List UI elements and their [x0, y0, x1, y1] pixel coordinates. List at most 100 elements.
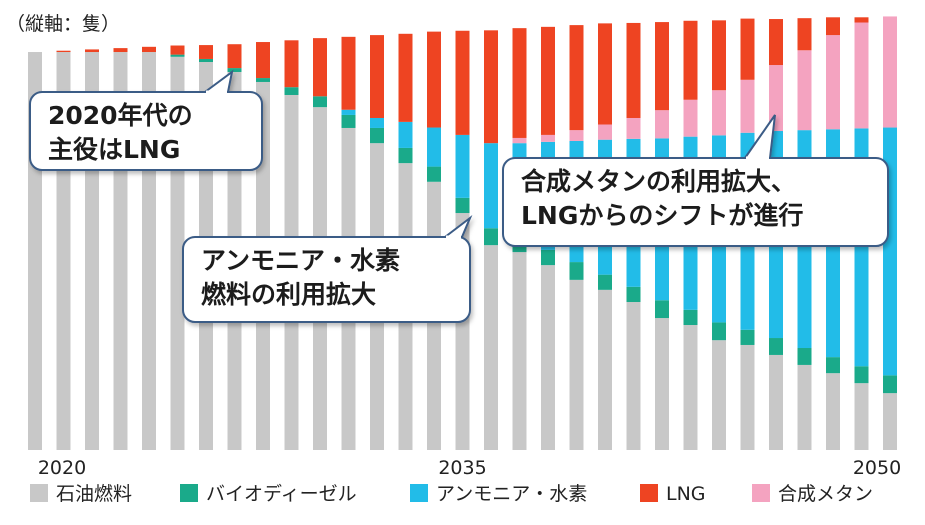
bar-segment: [541, 26, 555, 135]
bar-segment: [826, 35, 840, 130]
bar-segment: [569, 262, 584, 280]
bar-segment: [683, 20, 698, 100]
bar-segment: [398, 147, 413, 164]
bar-segment: [655, 22, 669, 111]
bar-segment: [626, 117, 641, 139]
bar-segment: [512, 252, 527, 450]
bar-segment: [683, 309, 698, 326]
bar-segment: [712, 90, 726, 136]
callout-box: [502, 157, 889, 247]
bar-segment: [569, 130, 584, 141]
bar-segment: [227, 68, 242, 72]
bar-segment: [56, 50, 71, 53]
bar-segment: [170, 45, 185, 55]
bar-segment: [769, 19, 783, 66]
callout-text: 燃料の利用拡大: [201, 280, 376, 309]
bar-segment: [598, 23, 612, 125]
bar-segment: [142, 46, 156, 53]
bar-segment: [256, 42, 270, 79]
callout-text: アンモニア・水素: [201, 246, 400, 275]
bar-segment: [512, 28, 527, 138]
bar-segment: [512, 137, 527, 144]
callout-box: [29, 91, 263, 171]
bar-segment: [170, 54, 185, 57]
bar-segment: [284, 40, 299, 88]
bar-segment: [569, 279, 584, 450]
bar-segment: [797, 364, 812, 450]
x-tick-label: 2035: [438, 457, 486, 479]
legend-swatch: [752, 484, 770, 502]
bar-segment: [341, 109, 356, 115]
bar-segment: [484, 143, 498, 229]
legend-swatch: [410, 484, 428, 502]
bar-segment: [398, 121, 413, 148]
bar-segment: [541, 265, 555, 450]
bar-segment: [256, 78, 270, 82]
bar-segment: [683, 325, 698, 450]
bar-segment: [569, 25, 584, 131]
callout-text: 主役はLNG: [48, 135, 180, 164]
bar-segment: [113, 48, 128, 53]
legend-swatch: [640, 484, 658, 502]
axis-note: （縦軸：隻）: [6, 13, 120, 35]
callout-text: 合成メタンの利用拡大、: [521, 167, 796, 196]
callout-text: 2020年代の: [48, 101, 193, 130]
bar-segment: [655, 110, 669, 139]
bar-segment: [227, 44, 242, 69]
bar-segment: [341, 114, 356, 128]
bar-segment: [769, 65, 783, 132]
bar-segment: [427, 127, 441, 167]
bar-segment: [484, 228, 498, 246]
bar-segment: [427, 31, 441, 128]
bar-segment: [769, 338, 783, 355]
legend-label: バイオディーゼル: [206, 483, 357, 505]
x-tick-label: 2050: [853, 457, 901, 479]
bar-segment: [655, 300, 669, 319]
bar-segment: [826, 17, 840, 36]
bar-segment: [769, 354, 783, 450]
bar-segment: [712, 322, 726, 341]
bar-segment: [199, 45, 213, 59]
bar-segment: [854, 17, 869, 23]
bar-segment: [427, 166, 441, 182]
bar-segment: [683, 99, 698, 137]
legend-label: アンモニア・水素: [436, 483, 587, 505]
bar-segment: [883, 16, 897, 128]
x-tick-label: 2020: [38, 457, 86, 479]
bar-segment: [398, 33, 413, 122]
bar-segment: [854, 22, 869, 129]
bar-segment: [797, 50, 812, 131]
bar-segment: [313, 96, 327, 108]
bar-segment: [740, 18, 755, 80]
bar-segment: [199, 58, 213, 63]
bar-segment: [484, 245, 498, 450]
bar-segment: [797, 18, 812, 51]
bar-segment: [598, 124, 612, 140]
bar-segment: [370, 127, 384, 144]
bar-segment: [626, 302, 641, 450]
bar-segment: [826, 357, 840, 374]
bar-segment: [598, 274, 612, 290]
bar-segment: [740, 329, 755, 345]
callout-box: [182, 236, 471, 323]
callout: 合成メタンの利用拡大、 LNGからのシフトが進行: [502, 114, 889, 247]
bar-segment: [455, 30, 470, 135]
bar-segment: [826, 373, 840, 450]
bar-segment: [484, 30, 498, 144]
legend-swatch: [30, 484, 48, 502]
bar-segment: [797, 348, 812, 365]
bar-segment: [712, 340, 726, 450]
bar-segment: [626, 22, 641, 118]
bar-segment: [455, 197, 470, 214]
bar-segment: [85, 49, 99, 53]
bar-segment: [313, 38, 327, 97]
bar-segment: [626, 286, 641, 303]
bar-segment: [740, 79, 755, 133]
callouts: 2020年代の主役はLNG合成メタンの利用拡大、LNGからのシフトが進行アンモニ…: [29, 69, 889, 323]
bar-segment: [284, 87, 299, 95]
legend-swatch: [180, 484, 198, 502]
bar-segment: [370, 35, 384, 118]
